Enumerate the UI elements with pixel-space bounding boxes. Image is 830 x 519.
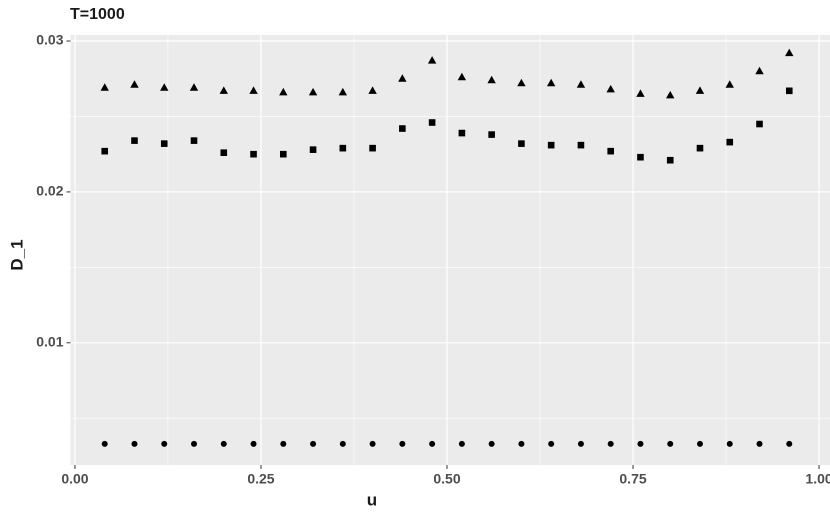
point [338, 87, 348, 96]
point [280, 150, 287, 158]
point [190, 137, 198, 144]
panel [70, 35, 830, 465]
point [131, 440, 138, 447]
point [309, 146, 317, 153]
point [726, 138, 734, 146]
point [308, 87, 318, 96]
point [399, 440, 406, 447]
point [488, 440, 495, 447]
point [131, 137, 138, 144]
point [220, 440, 227, 447]
point [101, 147, 109, 155]
point [101, 440, 108, 447]
point [548, 440, 555, 447]
point [429, 440, 436, 447]
point [458, 440, 465, 447]
point [518, 440, 525, 447]
y-tick-label: 0.01 [36, 333, 63, 349]
point [250, 150, 257, 158]
point [249, 86, 258, 94]
point [695, 86, 705, 94]
point [785, 87, 793, 95]
point [189, 83, 199, 91]
point [756, 120, 763, 128]
point [696, 440, 703, 447]
point [637, 440, 644, 447]
point [517, 78, 526, 87]
point [310, 440, 317, 447]
point [250, 440, 257, 447]
y-tick-label: 0.03 [36, 32, 63, 48]
point [756, 440, 763, 447]
point [546, 78, 556, 87]
point [427, 56, 437, 64]
point [100, 83, 109, 91]
point [547, 141, 555, 149]
point [130, 80, 139, 88]
point [399, 125, 406, 132]
point [487, 75, 496, 84]
point [220, 149, 228, 156]
point [279, 87, 288, 96]
point [161, 440, 168, 447]
point [369, 144, 376, 152]
x-tick-label: 0.75 [619, 471, 646, 487]
point [398, 74, 407, 82]
point [755, 66, 764, 75]
x-tick-label: 0.00 [61, 471, 88, 487]
point [428, 119, 436, 126]
point [518, 140, 525, 147]
point [577, 440, 584, 447]
point [339, 440, 346, 447]
point [160, 140, 168, 147]
chart-title: T=1000 [70, 6, 125, 23]
point [280, 440, 287, 447]
point [786, 440, 793, 447]
point [457, 72, 467, 81]
point [488, 131, 495, 138]
point [696, 144, 704, 152]
point [726, 440, 733, 447]
point [666, 90, 675, 99]
x-tick-label: 0.50 [433, 471, 460, 487]
point [339, 144, 347, 152]
point [666, 156, 674, 164]
x-axis-title: u [367, 490, 377, 509]
x-tick-label: 1.00 [805, 471, 830, 487]
point [785, 48, 794, 57]
point [576, 80, 586, 88]
x-tick-label: 0.25 [247, 471, 274, 487]
point [636, 89, 645, 97]
point [368, 86, 377, 94]
point [606, 84, 615, 93]
point [219, 86, 228, 94]
point [637, 153, 644, 161]
point [667, 440, 674, 447]
point [607, 147, 614, 155]
point [191, 440, 198, 447]
y-axis-title: D_1 [7, 239, 26, 270]
point [458, 129, 466, 137]
point [725, 80, 734, 88]
point [160, 83, 169, 91]
point [607, 440, 614, 447]
y-tick-label: 0.02 [36, 183, 63, 199]
point [369, 440, 376, 447]
point [577, 141, 585, 149]
